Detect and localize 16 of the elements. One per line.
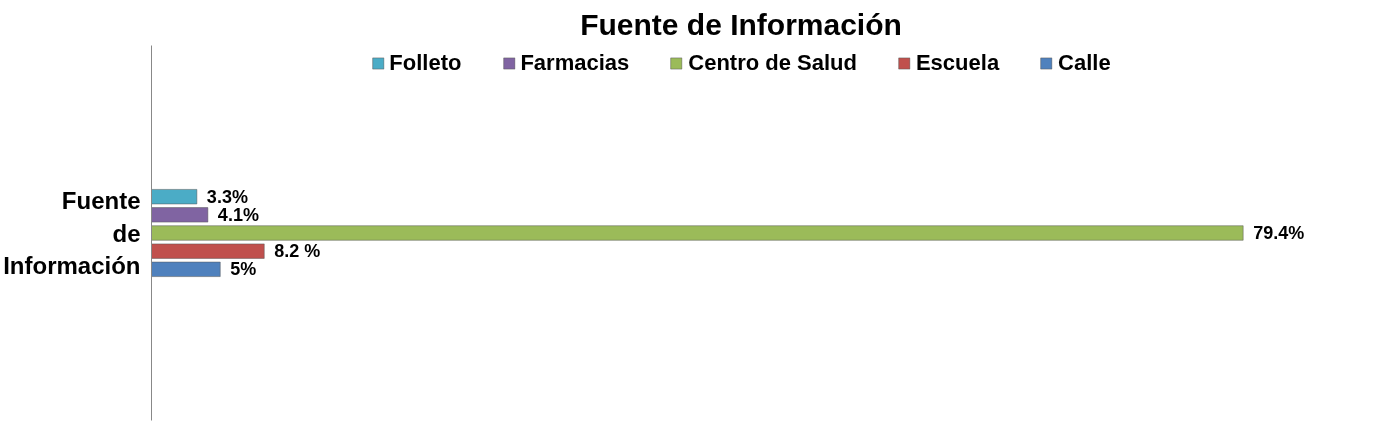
legend-label: Centro de Salud bbox=[688, 50, 857, 76]
data-label: 79.4% bbox=[1253, 223, 1305, 243]
legend-label: Folleto bbox=[389, 50, 462, 76]
bar bbox=[151, 207, 209, 223]
data-label: 3.3% bbox=[206, 186, 248, 207]
chart-title: Fuente de Información bbox=[580, 7, 902, 41]
bar bbox=[151, 189, 198, 205]
bar bbox=[151, 243, 265, 259]
data-label: 5% bbox=[230, 259, 257, 280]
legend-label: Calle bbox=[1058, 50, 1111, 76]
bar bbox=[151, 261, 221, 277]
bar bbox=[151, 225, 1244, 241]
legend-label: Escuela bbox=[915, 50, 1000, 76]
legend-label: Farmacias bbox=[520, 50, 630, 76]
data-label: 4.1% bbox=[217, 204, 259, 225]
data-label: 8.2 % bbox=[274, 241, 321, 262]
